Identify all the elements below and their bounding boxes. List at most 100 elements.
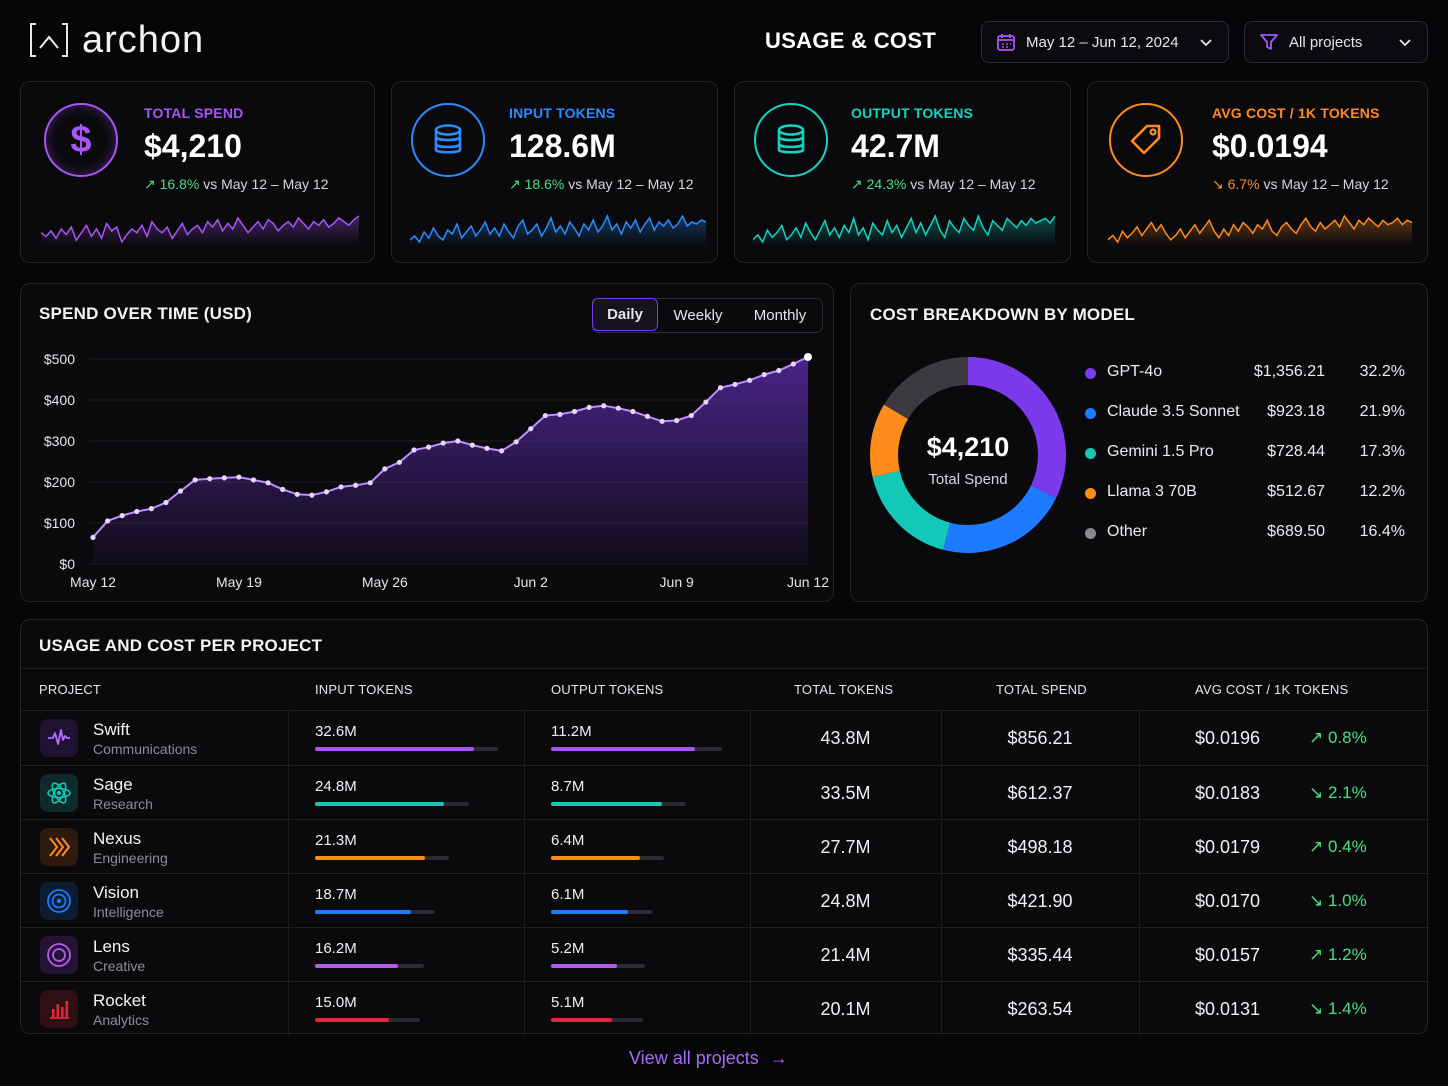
data-point[interactable]	[571, 408, 578, 415]
data-point[interactable]	[601, 403, 607, 409]
donut-center-value: $4,210	[926, 432, 1010, 462]
data-point[interactable]	[688, 412, 694, 419]
logo-mark-icon	[30, 23, 68, 57]
data-point[interactable]	[703, 399, 709, 405]
column-divider	[524, 710, 525, 1035]
spend-area-chart: $0 $100 $200 $300 $400 $500 May 12 May 19 May 26…	[44, 351, 829, 590]
table-row[interactable]: Rocket Analytics 15.0M 5.1M 20.1M $263.5…	[21, 981, 1429, 1035]
data-point[interactable]	[134, 508, 140, 515]
data-point[interactable]	[294, 491, 300, 497]
table-row[interactable]: Swift Communications 32.6M 11.2M 43.8M $…	[21, 710, 1429, 764]
date-range-dropdown[interactable]: May 12 – Jun 12, 2024	[981, 21, 1229, 63]
data-point[interactable]	[309, 492, 315, 498]
data-point[interactable]	[761, 371, 767, 378]
data-point[interactable]	[615, 405, 621, 411]
table-row[interactable]: Sage Research 24.8M 8.7M 33.5M $612.37 $…	[21, 765, 1429, 819]
data-point[interactable]	[411, 447, 417, 453]
data-point[interactable]	[790, 361, 797, 367]
donut-slice[interactable]	[870, 404, 909, 477]
project-name: Sage	[93, 775, 133, 794]
input-tokens: 32.6M	[315, 723, 357, 740]
data-point[interactable]	[630, 408, 636, 415]
tab-monthly[interactable]: Monthly	[753, 307, 807, 324]
project-team: Communications	[93, 741, 198, 757]
tab-daily[interactable]: Daily	[592, 298, 658, 331]
data-point[interactable]	[280, 486, 286, 492]
legend-amount: $728.44	[1267, 443, 1325, 460]
legend-item[interactable]: Claude 3.5 Sonnet $923.18 21.9%	[1085, 403, 1405, 425]
data-point[interactable]	[498, 448, 505, 454]
data-point[interactable]	[440, 440, 446, 446]
data-point[interactable]	[265, 480, 271, 486]
table-row[interactable]: Lens Creative 16.2M 5.2M 21.4M $335.44 $…	[21, 927, 1429, 981]
kpi-card-avg-cost[interactable]: AVG COST / 1K TOKENS $0.0194 ↘ 6.7% vs M…	[1087, 81, 1428, 263]
kpi-card-output-tokens[interactable]: OUTPUT TOKENS 42.7M ↗ 24.3% vs May 12 – …	[734, 81, 1071, 263]
donut-slice[interactable]	[872, 470, 951, 550]
project-filter-dropdown[interactable]: All projects	[1244, 21, 1428, 63]
data-point[interactable]	[104, 518, 111, 524]
brand-logo[interactable]: archon	[28, 20, 204, 60]
x-tick-label: Jun 2	[514, 574, 548, 590]
data-point[interactable]	[455, 438, 461, 444]
data-point[interactable]	[717, 385, 724, 391]
arrow-up-icon: ↗	[1309, 837, 1324, 856]
data-point[interactable]	[396, 459, 403, 465]
data-point[interactable]	[513, 439, 519, 445]
data-point[interactable]	[747, 377, 753, 383]
data-point[interactable]	[338, 484, 344, 490]
trend-value: 1.4%	[1327, 999, 1367, 1018]
column-header[interactable]: TOTAL TOKENS	[794, 682, 894, 697]
data-point[interactable]	[542, 412, 548, 419]
spend-over-time-panel: SPEND OVER TIME (USD) Daily Weekly Month…	[20, 283, 834, 602]
data-point[interactable]	[644, 413, 651, 419]
data-point[interactable]	[367, 480, 373, 486]
legend-item[interactable]: Llama 3 70B $512.67 12.2%	[1085, 483, 1405, 505]
data-point[interactable]	[323, 489, 330, 495]
table-row[interactable]: Nexus Engineering 21.3M 6.4M 27.7M $498.…	[21, 819, 1429, 873]
data-point[interactable]	[674, 417, 680, 424]
data-point[interactable]	[804, 352, 812, 361]
legend-item[interactable]: Other $689.50 16.4%	[1085, 523, 1405, 545]
data-point[interactable]	[484, 445, 490, 451]
kpi-icon-ring	[1109, 103, 1183, 177]
column-header[interactable]: TOTAL SPEND	[996, 682, 1087, 697]
sparkline-line	[1108, 214, 1412, 244]
data-point[interactable]	[192, 477, 198, 483]
data-point[interactable]	[382, 466, 388, 472]
donut-slice[interactable]	[943, 485, 1057, 553]
data-point[interactable]	[732, 381, 738, 388]
column-header[interactable]: INPUT TOKENS	[315, 682, 413, 697]
data-point[interactable]	[776, 367, 782, 374]
column-header[interactable]: OUTPUT TOKENS	[551, 682, 664, 697]
data-point[interactable]	[163, 499, 169, 506]
data-point[interactable]	[586, 404, 592, 410]
legend-dot	[1085, 408, 1096, 419]
data-point[interactable]	[177, 488, 184, 494]
kpi-card-total-spend[interactable]: $ TOTAL SPEND $4,210 ↗ 16.8% vs May 12 –…	[20, 81, 375, 263]
column-header[interactable]: AVG COST / 1K TOKENS	[1195, 682, 1349, 697]
data-point[interactable]	[207, 476, 213, 482]
table-row[interactable]: Vision Intelligence 18.7M 6.1M 24.8M $42…	[21, 873, 1429, 927]
data-point[interactable]	[236, 474, 242, 480]
data-point[interactable]	[221, 475, 227, 481]
data-point[interactable]	[426, 444, 432, 450]
data-point[interactable]	[353, 482, 359, 488]
data-point[interactable]	[148, 506, 154, 512]
data-point[interactable]	[659, 418, 665, 424]
tab-weekly[interactable]: Weekly	[673, 307, 723, 324]
kpi-delta: ↘ 6.7% vs May 12 – May 12	[1212, 176, 1389, 193]
kpi-card-input-tokens[interactable]: INPUT TOKENS 128.6M ↗ 18.6% vs May 12 – …	[391, 81, 718, 263]
data-point[interactable]	[250, 477, 257, 483]
data-point[interactable]	[469, 442, 475, 448]
data-point[interactable]	[90, 534, 96, 540]
data-point[interactable]	[557, 411, 563, 417]
legend-item[interactable]: Gemini 1.5 Pro $728.44 17.3%	[1085, 443, 1405, 465]
legend-percent: 12.2%	[1359, 483, 1405, 500]
donut-slice[interactable]	[883, 357, 969, 420]
data-point[interactable]	[119, 513, 125, 519]
view-all-projects-link[interactable]: View all projects →	[629, 1048, 788, 1069]
donut-slice[interactable]	[967, 357, 1066, 498]
legend-item[interactable]: GPT-4o $1,356.21 32.2%	[1085, 363, 1405, 385]
data-point[interactable]	[528, 426, 534, 432]
column-header[interactable]: PROJECT	[39, 682, 102, 697]
